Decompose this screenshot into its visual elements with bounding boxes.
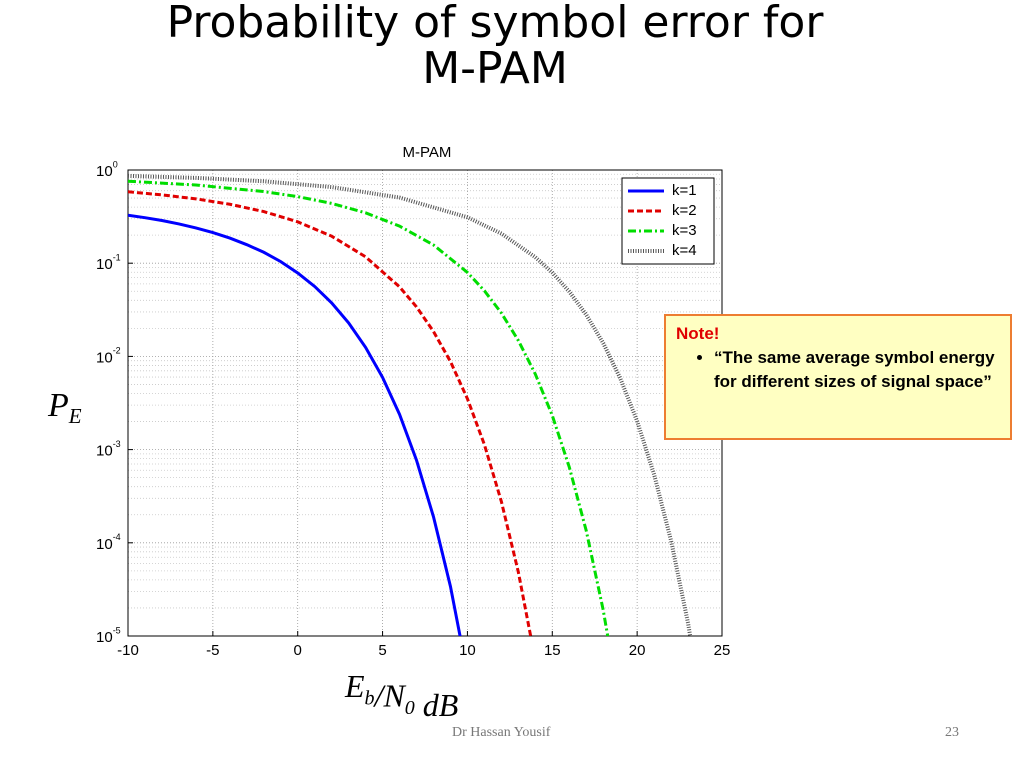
- x-tick-label: 20: [629, 642, 646, 659]
- legend-label: k=2: [672, 202, 697, 219]
- y-axis-label: PE: [47, 387, 82, 428]
- x-tick-label: 15: [544, 642, 561, 659]
- slide-title: Probability of symbol error for M-PAM: [0, 0, 990, 92]
- x-tick-label: -10: [117, 642, 139, 659]
- note-list: “The same average symbol energy for diff…: [676, 346, 1000, 394]
- x-axis-label: Eb/N0 dB: [344, 668, 458, 723]
- series-line: [128, 173, 693, 636]
- plot-lines: [128, 173, 693, 636]
- legend-label: k=1: [672, 182, 697, 199]
- y-tick-label: 10-2: [96, 346, 121, 366]
- legend-label: k=3: [672, 222, 697, 239]
- title-line: Probability of symbol error for: [166, 0, 824, 48]
- footer: Dr Hassan Yousif: [452, 725, 551, 740]
- x-tick-label: 5: [378, 642, 386, 659]
- note-heading: Note!: [676, 324, 720, 343]
- y-tick-label: 10-1: [96, 253, 121, 273]
- series-line: [128, 179, 610, 636]
- title-line: M-PAM: [422, 43, 568, 94]
- x-tick-label: 0: [294, 642, 302, 659]
- x-tick-label: -5: [206, 642, 219, 659]
- legend-label: k=4: [672, 242, 697, 259]
- y-tick-label: 10-5: [96, 626, 121, 646]
- x-tick-label: 10: [459, 642, 476, 659]
- chart-title: M-PAM: [403, 144, 452, 161]
- y-tick-label: 100: [96, 160, 118, 180]
- note-bullet: “The same average symbol energy for diff…: [714, 346, 1000, 394]
- page-number: 23: [945, 725, 959, 740]
- y-tick-label: 10-3: [96, 439, 121, 459]
- series-line: [128, 213, 462, 636]
- note-box: Note! “The same average symbol energy fo…: [664, 314, 1012, 440]
- x-tick-label: 25: [714, 642, 731, 659]
- series-line: [128, 190, 533, 636]
- y-tick-label: 10-4: [96, 532, 121, 552]
